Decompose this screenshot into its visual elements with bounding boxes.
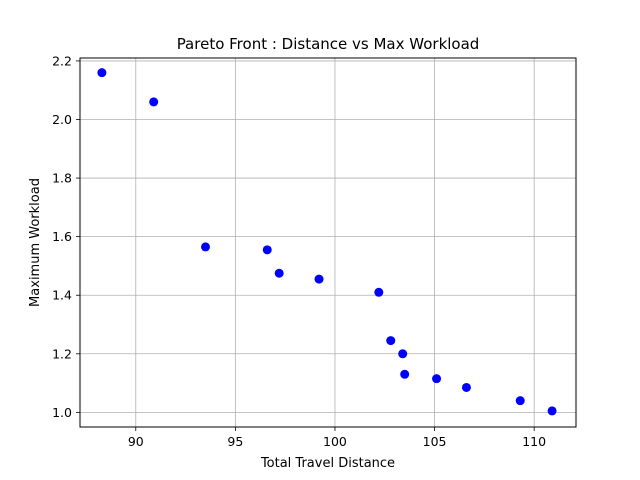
data-point	[374, 287, 384, 297]
data-point	[432, 374, 442, 384]
x-tick-label: 95	[227, 434, 243, 449]
data-point	[314, 274, 324, 284]
x-tick-label: 90	[128, 434, 144, 449]
plot-frame	[79, 57, 577, 428]
y-axis-label: Maximum Workload	[28, 178, 43, 307]
chart-title: Pareto Front : Distance vs Max Workload	[177, 35, 480, 53]
y-axis-ticks: 1.0 1.2 1.4 1.6 1.8 2.0 2.2	[52, 53, 80, 420]
data-point	[461, 382, 471, 392]
data-point	[400, 369, 410, 379]
x-tick-label: 100	[323, 434, 347, 449]
data-point	[547, 406, 557, 416]
data-points	[97, 68, 557, 416]
y-tick-label: 2.0	[52, 112, 72, 127]
data-point	[386, 336, 396, 346]
y-tick-label: 1.8	[52, 171, 72, 186]
data-point	[200, 242, 210, 252]
x-axis-label: Total Travel Distance	[260, 456, 395, 471]
data-point	[149, 97, 159, 107]
data-point	[262, 245, 272, 255]
data-point	[97, 68, 107, 78]
data-point	[274, 268, 284, 278]
y-tick-label: 1.4	[52, 288, 72, 303]
grid-lines	[80, 58, 576, 427]
y-tick-label: 1.0	[52, 405, 72, 420]
y-tick-label: 2.2	[52, 53, 72, 68]
x-tick-label: 110	[522, 434, 546, 449]
data-point	[515, 396, 525, 406]
y-tick-label: 1.6	[52, 229, 72, 244]
data-point	[398, 349, 408, 359]
y-tick-label: 1.2	[52, 346, 72, 361]
x-tick-label: 105	[423, 434, 447, 449]
x-axis-ticks: 90 95 100 105 110	[128, 427, 546, 449]
